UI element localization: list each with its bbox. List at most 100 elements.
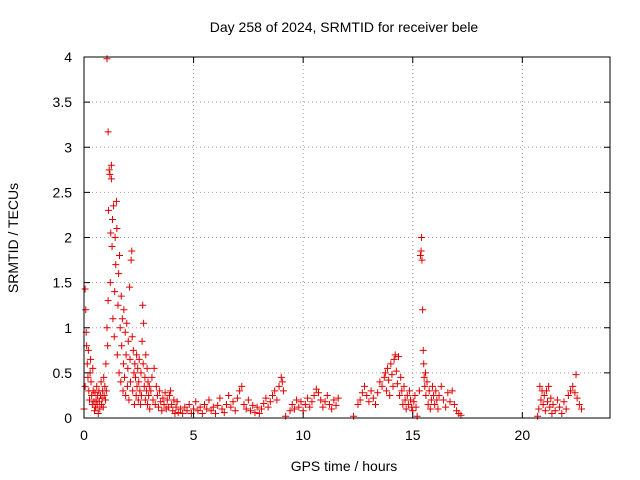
data-point: [398, 387, 406, 395]
data-point: [432, 387, 440, 395]
data-point: [295, 403, 303, 411]
data-point: [275, 382, 283, 390]
data-point: [544, 398, 552, 406]
data-point: [139, 360, 147, 368]
data-point: [194, 407, 202, 415]
data-point: [121, 373, 129, 381]
data-point: [297, 398, 305, 406]
data-point: [190, 405, 198, 413]
data-point: [106, 279, 114, 287]
data-point: [133, 382, 141, 390]
data-point: [150, 364, 158, 372]
y-tick-label: 2.5: [53, 184, 73, 200]
data-point: [407, 396, 415, 404]
data-point: [152, 382, 160, 390]
y-tick-label: 4: [64, 49, 72, 65]
data-point: [332, 401, 340, 409]
data-point: [143, 364, 151, 372]
data-point: [288, 400, 296, 408]
data-point: [367, 387, 375, 395]
data-point: [556, 403, 564, 411]
data-point: [575, 400, 583, 408]
data-point: [113, 224, 121, 232]
y-tick-label: 2: [64, 230, 72, 246]
data-point: [171, 409, 179, 417]
data-point: [104, 297, 112, 305]
data-point: [412, 403, 420, 411]
data-point: [94, 409, 102, 417]
data-point: [363, 391, 371, 399]
data-point: [260, 400, 268, 408]
data-point: [319, 403, 327, 411]
data-point: [212, 409, 219, 417]
data-point: [395, 353, 403, 361]
data-point: [97, 378, 105, 386]
data-point: [564, 391, 572, 399]
data-point: [240, 400, 248, 408]
data-point: [279, 387, 287, 395]
data-point: [192, 398, 200, 406]
data-point: [420, 360, 428, 368]
data-point: [130, 400, 138, 408]
data-point: [553, 396, 561, 404]
data-point: [198, 409, 206, 417]
data-point: [81, 382, 89, 390]
data-point: [137, 400, 145, 408]
data-point: [117, 292, 125, 300]
data-point: [127, 256, 135, 264]
data-point: [418, 234, 426, 241]
data-point: [321, 398, 329, 406]
data-point: [158, 407, 166, 415]
data-point: [128, 247, 136, 255]
data-point: [91, 407, 99, 415]
data-point: [222, 400, 230, 408]
data-point: [145, 382, 153, 390]
data-point: [442, 403, 450, 411]
data-point: [231, 407, 239, 415]
data-point: [293, 396, 301, 404]
y-tick-label: 1.5: [53, 275, 73, 291]
data-point: [113, 351, 121, 359]
data-point: [87, 355, 95, 363]
data-point: [227, 403, 235, 411]
data-point: [431, 400, 439, 408]
data-point: [542, 387, 550, 395]
data-point: [103, 55, 111, 63]
data-point: [129, 387, 137, 395]
data-point: [411, 391, 419, 399]
data-point: [315, 389, 323, 397]
data-point: [183, 407, 191, 415]
data-point: [572, 371, 580, 379]
data-point: [82, 306, 90, 314]
data-point: [534, 412, 542, 420]
data-point: [220, 409, 228, 417]
data-point: [167, 387, 175, 395]
data-point: [392, 367, 400, 375]
data-points: [80, 55, 586, 420]
data-point: [124, 337, 132, 345]
data-point: [107, 161, 115, 169]
data-point: [172, 403, 180, 411]
data-point: [122, 351, 130, 359]
data-point: [103, 324, 111, 332]
data-point: [369, 394, 377, 402]
data-point: [374, 389, 382, 397]
data-point: [378, 382, 386, 390]
data-point: [130, 369, 138, 377]
data-point: [385, 376, 393, 384]
data-point: [83, 360, 91, 368]
data-point: [317, 396, 325, 404]
data-point: [116, 252, 124, 260]
data-point: [391, 351, 399, 359]
data-point: [571, 389, 579, 397]
data-point: [421, 382, 429, 390]
data-point: [330, 396, 338, 404]
data-point: [562, 405, 570, 413]
data-point: [448, 387, 456, 395]
data-point: [410, 398, 418, 406]
data-point: [233, 394, 241, 402]
data-point: [126, 283, 134, 291]
data-point: [450, 400, 458, 408]
data-point: [423, 378, 431, 386]
data-point: [108, 215, 116, 223]
